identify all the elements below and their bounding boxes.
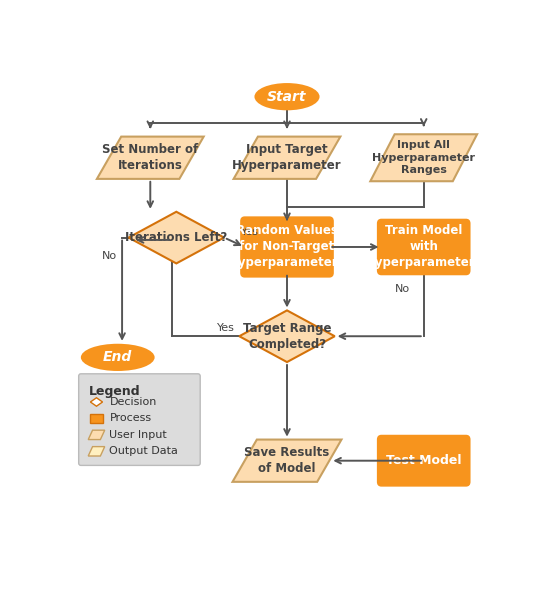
Polygon shape bbox=[129, 212, 224, 264]
Text: Output Data: Output Data bbox=[110, 447, 179, 456]
Text: Decision: Decision bbox=[110, 397, 157, 407]
Text: Input Target
Hyperparameter: Input Target Hyperparameter bbox=[232, 143, 342, 172]
Text: Input All
Hyperparameter
Ranges: Input All Hyperparameter Ranges bbox=[372, 140, 475, 175]
Text: Target Range
Completed?: Target Range Completed? bbox=[242, 321, 332, 351]
Polygon shape bbox=[88, 430, 105, 440]
Text: No: No bbox=[101, 251, 116, 261]
Text: No: No bbox=[394, 284, 409, 294]
FancyBboxPatch shape bbox=[378, 436, 469, 486]
Text: Train Model
with
Hyperparameters: Train Model with Hyperparameters bbox=[365, 224, 482, 270]
Polygon shape bbox=[88, 447, 105, 456]
Text: Yes: Yes bbox=[217, 323, 235, 333]
Ellipse shape bbox=[81, 344, 155, 371]
FancyBboxPatch shape bbox=[78, 374, 200, 465]
Text: Save Results
of Model: Save Results of Model bbox=[244, 446, 330, 475]
Polygon shape bbox=[90, 398, 102, 406]
Text: Iterations Left?: Iterations Left? bbox=[125, 231, 227, 244]
Polygon shape bbox=[234, 137, 340, 179]
Text: Process: Process bbox=[110, 414, 152, 423]
Text: Legend: Legend bbox=[88, 385, 141, 398]
Text: Random Values
for Non-Target
Hyperparameters: Random Values for Non-Target Hyperparame… bbox=[228, 224, 346, 270]
Polygon shape bbox=[370, 134, 477, 181]
Polygon shape bbox=[239, 310, 335, 362]
Text: User Input: User Input bbox=[110, 430, 167, 440]
Text: Test Model: Test Model bbox=[386, 454, 461, 467]
Text: End: End bbox=[103, 350, 132, 364]
Text: Yes: Yes bbox=[241, 227, 259, 237]
Polygon shape bbox=[97, 137, 204, 179]
Ellipse shape bbox=[254, 83, 320, 110]
Text: Start: Start bbox=[267, 90, 307, 104]
FancyBboxPatch shape bbox=[241, 217, 333, 276]
Text: Set Number of
Iterations: Set Number of Iterations bbox=[102, 143, 198, 172]
Polygon shape bbox=[232, 440, 342, 482]
FancyBboxPatch shape bbox=[378, 220, 469, 274]
FancyBboxPatch shape bbox=[90, 414, 102, 423]
